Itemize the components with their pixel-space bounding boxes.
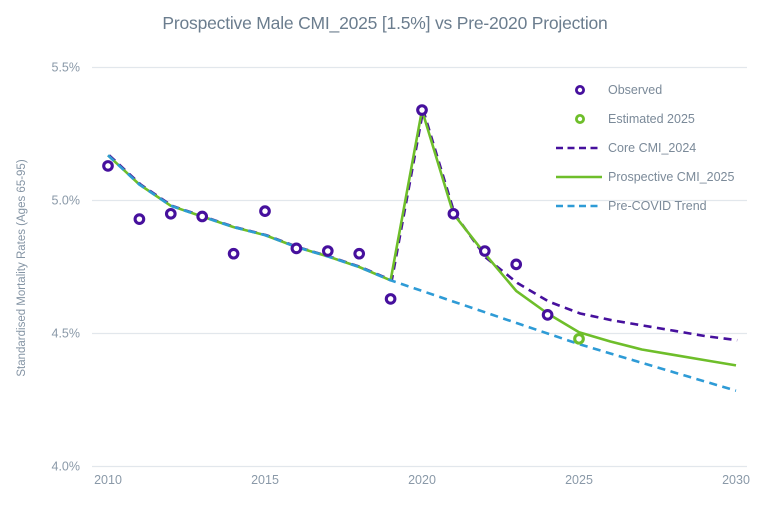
legend-item-core-cmi-2024: Core CMI_2024 [556,141,696,155]
observed-point-2021 [447,207,460,220]
legend-label: Prospective CMI_2025 [608,170,735,184]
legend-marker-observed-icon [575,85,586,96]
estimated-2025-point-2025 [573,332,585,345]
x-tick-label: 2020 [408,473,436,487]
legend-item-observed: Observed [575,83,662,97]
legend-item-estimated-2025: Estimated 2025 [575,112,695,126]
series-line-pre-covid-trend [107,154,737,392]
observed-point-2020 [416,104,428,116]
y-tick-label: 5.5% [52,61,81,75]
legend-label: Core CMI_2024 [608,141,696,155]
observed-point-2017 [321,245,334,257]
observed-point-2022 [478,245,491,257]
x-tick-label: 2030 [722,473,750,487]
observed-point-2024 [541,309,554,321]
observed-point-2018 [353,247,366,260]
observed-point-2015 [259,205,271,217]
legend-label: Pre-COVID Trend [608,199,707,213]
y-tick-label: 4.5% [52,327,81,341]
observed-point-2016 [290,242,303,255]
y-tick-label: 4.0% [52,460,81,474]
observed-point-2010 [102,160,114,172]
chart-title: Prospective Male CMI_2025 [1.5%] vs Pre-… [162,13,608,33]
legend-label: Estimated 2025 [608,112,695,126]
y-tick-label: 5.0% [52,194,81,208]
legend-marker-estimated-2025-icon [575,114,586,125]
legend-item-pre-covid-trend: Pre-COVID Trend [556,199,707,213]
x-tick-label: 2010 [94,473,122,487]
x-tick-label: 2015 [251,473,279,487]
observed-point-2013 [196,210,209,223]
observed-point-2011 [133,213,146,225]
observed-point-2012 [164,207,177,220]
observed-point-2023 [510,258,523,271]
x-tick-label: 2025 [565,473,593,487]
observed-point-2014 [227,247,240,260]
observed-point-2019 [384,293,397,305]
legend-item-prospective-cmi-2025: Prospective CMI_2025 [556,170,735,184]
legend-label: Observed [608,83,662,97]
